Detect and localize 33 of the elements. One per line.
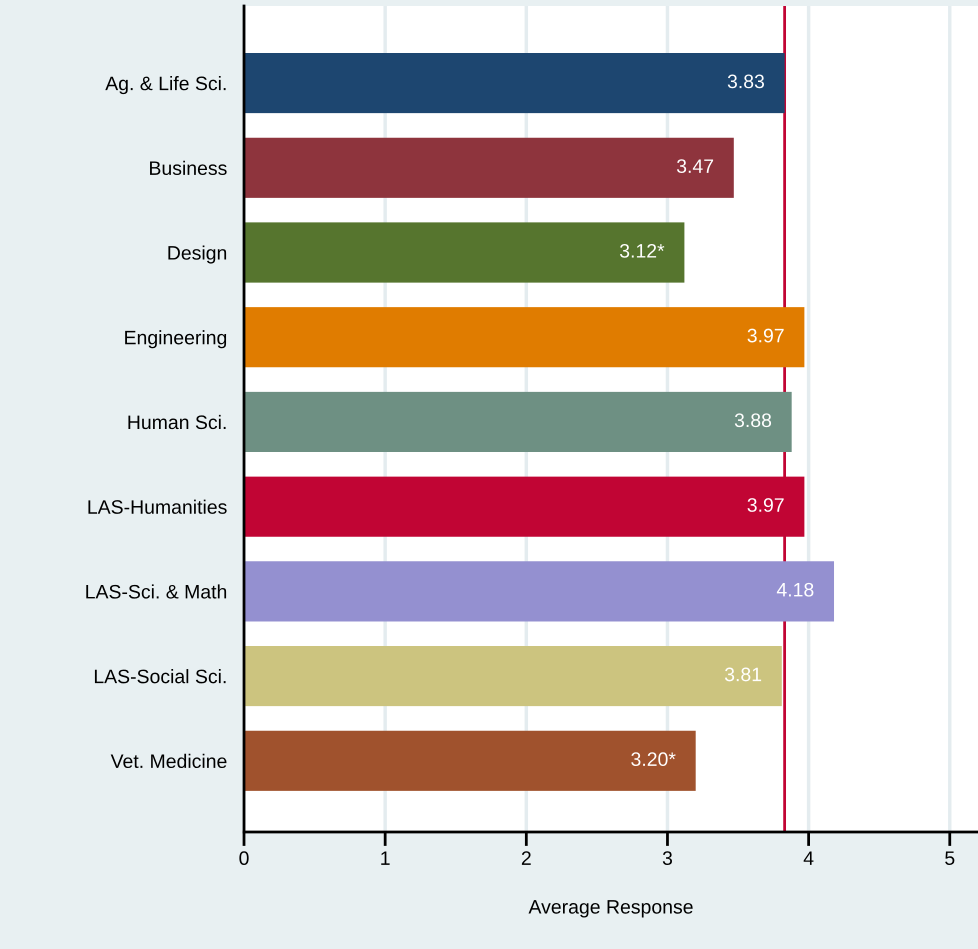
x-tick-label: 1 bbox=[381, 851, 390, 865]
bar bbox=[244, 307, 804, 368]
y-tick-label: LAS-Sci. & Math bbox=[86, 584, 226, 599]
y-tick-label: Vet. Medicine bbox=[110, 754, 226, 768]
data-label: 4.18 bbox=[776, 582, 814, 597]
y-tick-label: Design bbox=[168, 245, 226, 264]
data-label: 3.88 bbox=[734, 413, 772, 428]
y-tick-label: Engineering bbox=[125, 330, 226, 348]
data-label: 3.20* bbox=[631, 752, 676, 766]
x-tick-label: 0 bbox=[239, 851, 249, 866]
y-tick-label: Human Sci. bbox=[128, 414, 226, 430]
bar bbox=[244, 646, 782, 706]
x-tick-label: 2 bbox=[522, 851, 531, 865]
y-tick-label: LAS-Social Sci. bbox=[94, 669, 226, 684]
data-label: 3.83 bbox=[728, 74, 764, 88]
bar bbox=[244, 222, 684, 283]
y-tick-label: Ag. & Life Sci. bbox=[105, 76, 226, 94]
bar bbox=[244, 730, 696, 791]
data-label: 3.97 bbox=[748, 498, 784, 512]
bar bbox=[244, 138, 734, 198]
y-tick-label: LAS-Humanities bbox=[88, 500, 227, 514]
data-label: 3.97 bbox=[748, 328, 784, 342]
bar bbox=[244, 53, 785, 114]
data-label: 3.81 bbox=[724, 668, 762, 682]
x-axis-title: Average Response bbox=[528, 900, 693, 918]
x-tick-label: 3 bbox=[662, 851, 672, 866]
bar bbox=[244, 392, 792, 452]
bar bbox=[244, 561, 834, 622]
y-tick-label: Business bbox=[150, 160, 227, 176]
data-label: 3.12* bbox=[620, 244, 664, 258]
x-tick-label: 4 bbox=[804, 851, 814, 865]
data-label: 3.47 bbox=[676, 159, 714, 174]
x-tick-label: 5 bbox=[945, 851, 954, 866]
